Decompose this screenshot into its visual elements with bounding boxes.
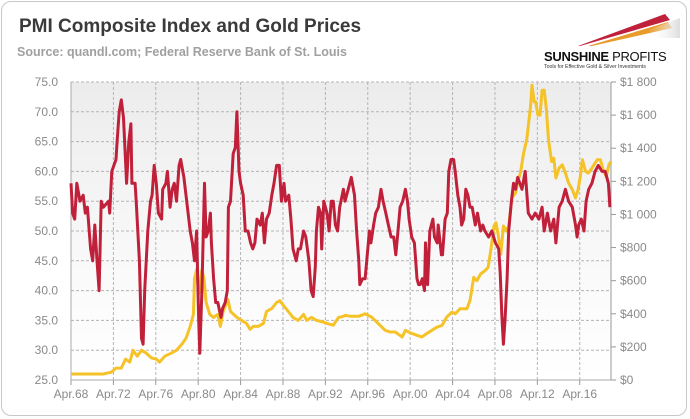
right-y-tick-label: $1 800 xyxy=(620,75,657,89)
right-y-tick-label: $1 400 xyxy=(620,141,657,155)
series-lines xyxy=(69,83,613,376)
logo-name: SUNSHINE PROFITS xyxy=(544,49,667,64)
x-tick-label: Apr.72 xyxy=(96,387,131,401)
chart-title: PMI Composite Index and Gold Prices xyxy=(19,16,362,37)
x-tick-label: Apr.08 xyxy=(478,387,513,401)
x-tick-label: Apr.12 xyxy=(520,387,555,401)
left-y-tick-label: 30.0 xyxy=(35,343,59,357)
chart-source: Source: quandl.com; Federal Reserve Bank… xyxy=(17,45,347,59)
x-tick-label: Apr.84 xyxy=(223,387,258,401)
left-y-tick-label: 25.0 xyxy=(35,373,59,387)
pmi-series-line xyxy=(69,98,612,355)
x-tick-label: Apr.92 xyxy=(308,387,343,401)
left-y-tick-label: 45.0 xyxy=(35,254,59,268)
right-y-tick-label: $1 200 xyxy=(620,174,657,188)
right-y-tick-label: $600 xyxy=(620,274,647,288)
x-tick-label: Apr.68 xyxy=(54,387,89,401)
x-tick-label: Apr.00 xyxy=(393,387,428,401)
sunshine-profits-logo: SUNSHINE PROFITS Tools for Effective Gol… xyxy=(540,8,685,70)
left-y-tick-label: 40.0 xyxy=(35,284,59,298)
right-y-tick-label: $200 xyxy=(620,340,647,354)
right-y-tick-label: $800 xyxy=(620,241,647,255)
logo-arrows-icon xyxy=(578,14,680,46)
left-y-tick-label: 75.0 xyxy=(35,75,59,89)
x-tick-label: Apr.04 xyxy=(435,387,470,401)
x-tick-label: Apr.76 xyxy=(138,387,173,401)
x-tick-label: Apr.16 xyxy=(562,387,597,401)
left-y-tick-label: 55.0 xyxy=(35,194,59,208)
right-y-tick-label: $0 xyxy=(620,373,634,387)
left-y-tick-label: 60.0 xyxy=(35,164,59,178)
right-y-tick-label: $400 xyxy=(620,307,647,321)
axes xyxy=(70,81,616,385)
right-y-tick-label: $1 000 xyxy=(620,207,657,221)
logo-tagline: Tools for Effective Gold & Silver Invest… xyxy=(544,64,646,70)
left-y-tick-label: 65.0 xyxy=(35,135,59,149)
x-tick-label: Apr.80 xyxy=(181,387,216,401)
x-tick-label: Apr.96 xyxy=(350,387,385,401)
tick-labels: 25.0 30.0 35.0 40.0 45.0 50.0 55.0 60.0 65.0 70.0… xyxy=(35,75,657,401)
left-y-tick-label: 35.0 xyxy=(35,313,59,327)
left-y-tick-label: 70.0 xyxy=(35,105,59,119)
left-y-tick-label: 50.0 xyxy=(35,224,59,238)
right-y-tick-label: $1 600 xyxy=(620,108,657,122)
x-tick-label: Apr.88 xyxy=(266,387,301,401)
gold-price-series-line xyxy=(71,83,613,376)
